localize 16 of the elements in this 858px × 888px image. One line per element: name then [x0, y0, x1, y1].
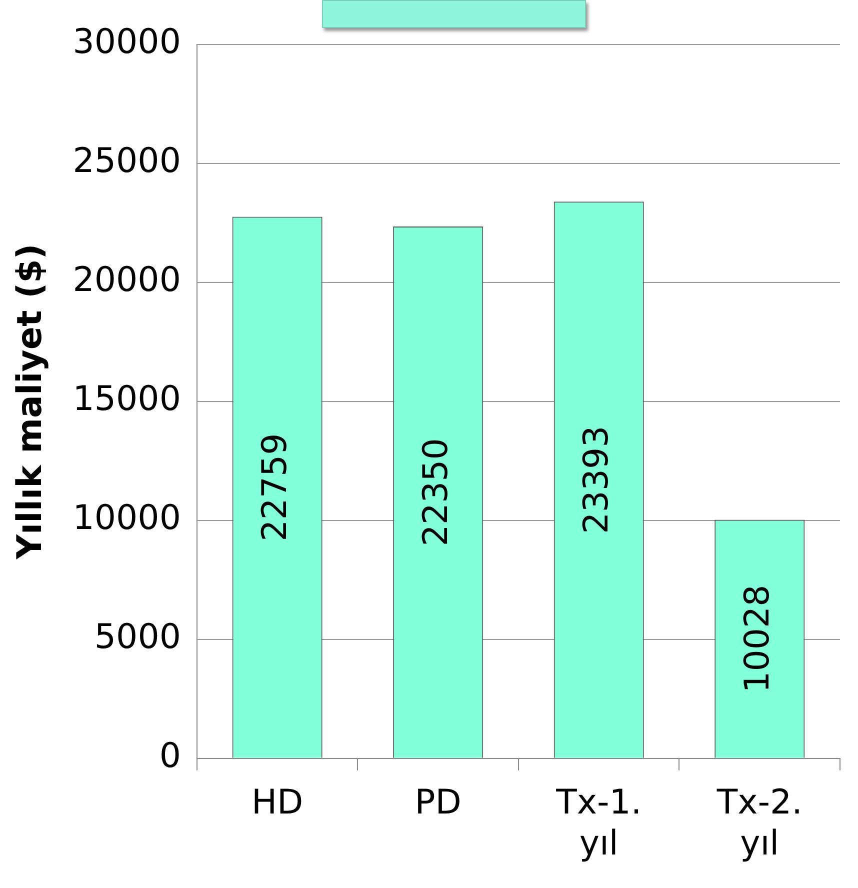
data-label: 23393 [576, 426, 617, 534]
y-tick-label: 5000 [94, 617, 181, 658]
x-tick-label: Tx-2. yıl [716, 782, 802, 864]
y-tick-label: 25000 [72, 141, 181, 182]
y-tick-label: 20000 [72, 260, 181, 300]
y-tick-label: 30000 [72, 22, 181, 62]
data-label: 22350 [416, 438, 456, 546]
data-label: 10028 [737, 584, 778, 693]
y-tick-label: 15000 [72, 379, 181, 420]
x-tick-label: Tx-1. yıl [555, 782, 642, 864]
y-tick-label: 0 [159, 736, 181, 776]
x-tick-label: PD [414, 782, 462, 823]
data-label: 22759 [255, 433, 296, 542]
x-tick-label: HD [251, 782, 304, 823]
y-tick-label: 10000 [72, 498, 181, 538]
y-axis-title: Yıllık maliyet ($) [10, 244, 50, 560]
